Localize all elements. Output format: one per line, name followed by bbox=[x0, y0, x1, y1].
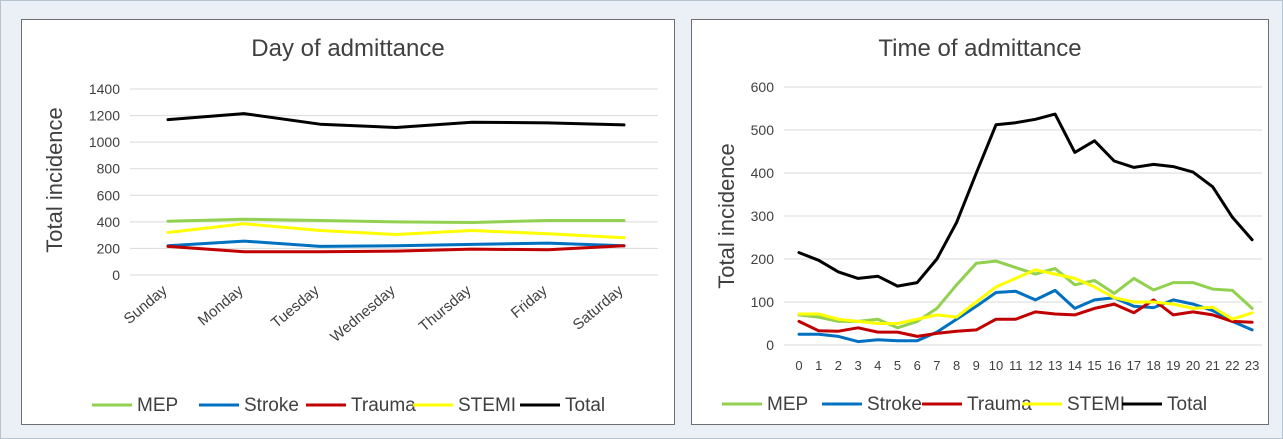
series-line-trauma bbox=[166, 244, 626, 254]
series-line-stemi bbox=[797, 268, 1254, 325]
x-tick-label: 0 bbox=[795, 358, 802, 373]
legend-label-stroke: Stroke bbox=[867, 394, 922, 415]
x-tick-label: 8 bbox=[953, 358, 960, 373]
y-tick-label: 400 bbox=[751, 165, 775, 181]
x-tick-label: 1 bbox=[815, 358, 822, 373]
x-tick-label: Sunday bbox=[121, 282, 171, 328]
x-tick-label: 5 bbox=[894, 358, 901, 373]
x-tick-label: 15 bbox=[1087, 358, 1101, 373]
legend-label-stroke: Stroke bbox=[244, 395, 299, 416]
y-tick-label: 800 bbox=[97, 161, 121, 177]
x-tick-label: 14 bbox=[1068, 358, 1082, 373]
y-tick-label: 1200 bbox=[89, 108, 120, 124]
x-tick-label: 12 bbox=[1028, 358, 1042, 373]
legend-label-total: Total bbox=[565, 395, 605, 416]
series-line-mep bbox=[797, 259, 1254, 330]
legend-label-stemi: STEMI bbox=[458, 395, 516, 416]
x-tick-label: Friday bbox=[508, 282, 551, 322]
x-tick-label: 19 bbox=[1166, 358, 1180, 373]
series-line-mep bbox=[166, 217, 626, 224]
x-tick-label: Wednesday bbox=[327, 282, 399, 346]
series-line-stroke bbox=[166, 239, 626, 248]
x-tick-label: 11 bbox=[1009, 358, 1023, 373]
day-of-admittance-chart: Day of admittance Total incidence 0 200 400 6… bbox=[42, 35, 658, 416]
series-line-stemi bbox=[166, 222, 626, 240]
x-tick-label: 17 bbox=[1127, 358, 1141, 373]
x-tick-label: 18 bbox=[1146, 358, 1160, 373]
x-tick-label: 21 bbox=[1205, 358, 1219, 373]
series-line-stroke bbox=[797, 288, 1254, 344]
legend-label-mep: MEP bbox=[137, 395, 178, 416]
y-tick-label: 100 bbox=[751, 294, 775, 310]
y-tick-label: 0 bbox=[112, 267, 120, 283]
chart-panel-time: Time of admittance Total incidence 0 100 200… bbox=[691, 19, 1269, 425]
x-tick-label: 4 bbox=[874, 358, 881, 373]
y-tick-label: 1400 bbox=[89, 81, 120, 97]
chart-title: Day of admittance bbox=[251, 35, 444, 62]
y-tick-label: 1000 bbox=[89, 134, 120, 150]
y-tick-label: 200 bbox=[97, 240, 121, 256]
legend-label-stemi: STEMI bbox=[1067, 394, 1125, 415]
series-line-total bbox=[797, 112, 1254, 288]
x-tick-label: 23 bbox=[1245, 358, 1259, 373]
y-axis-label: Total incidence bbox=[42, 107, 67, 253]
legend-label-mep: MEP bbox=[767, 394, 808, 415]
x-tick-label: Saturday bbox=[570, 282, 627, 334]
x-tick-label: Monday bbox=[195, 282, 247, 330]
x-tick-label: 2 bbox=[835, 358, 842, 373]
x-tick-label: 22 bbox=[1225, 358, 1239, 373]
legend-label-total: Total bbox=[1167, 394, 1207, 415]
y-tick-label: 600 bbox=[97, 187, 121, 203]
x-tick-label: Tuesday bbox=[268, 282, 323, 332]
y-axis-label: Total incidence bbox=[714, 143, 739, 289]
y-tick-label: 300 bbox=[751, 208, 775, 224]
x-tick-label: 3 bbox=[854, 358, 861, 373]
legend-label-trauma: Trauma bbox=[351, 395, 416, 416]
x-tick-label: 9 bbox=[973, 358, 980, 373]
y-tick-label: 600 bbox=[751, 79, 775, 95]
x-tick-label: 10 bbox=[989, 358, 1003, 373]
x-tick-label: 6 bbox=[914, 358, 921, 373]
legend-label-trauma: Trauma bbox=[967, 394, 1032, 415]
y-tick-label: 500 bbox=[751, 122, 775, 138]
chart-title: Time of admittance bbox=[878, 35, 1081, 62]
y-tick-label: 200 bbox=[751, 251, 775, 267]
y-tick-label: 0 bbox=[766, 337, 774, 353]
x-tick-label: 16 bbox=[1107, 358, 1121, 373]
chart-panel-day: Day of admittance Total incidence 0 200 400 6… bbox=[21, 19, 675, 425]
series-line-total bbox=[166, 112, 626, 129]
x-tick-label: Thursday bbox=[416, 282, 475, 336]
y-tick-label: 400 bbox=[97, 214, 121, 230]
x-tick-label: 13 bbox=[1048, 358, 1062, 373]
x-tick-label: 20 bbox=[1186, 358, 1200, 373]
series-line-trauma bbox=[797, 298, 1254, 338]
x-tick-label: 7 bbox=[933, 358, 940, 373]
